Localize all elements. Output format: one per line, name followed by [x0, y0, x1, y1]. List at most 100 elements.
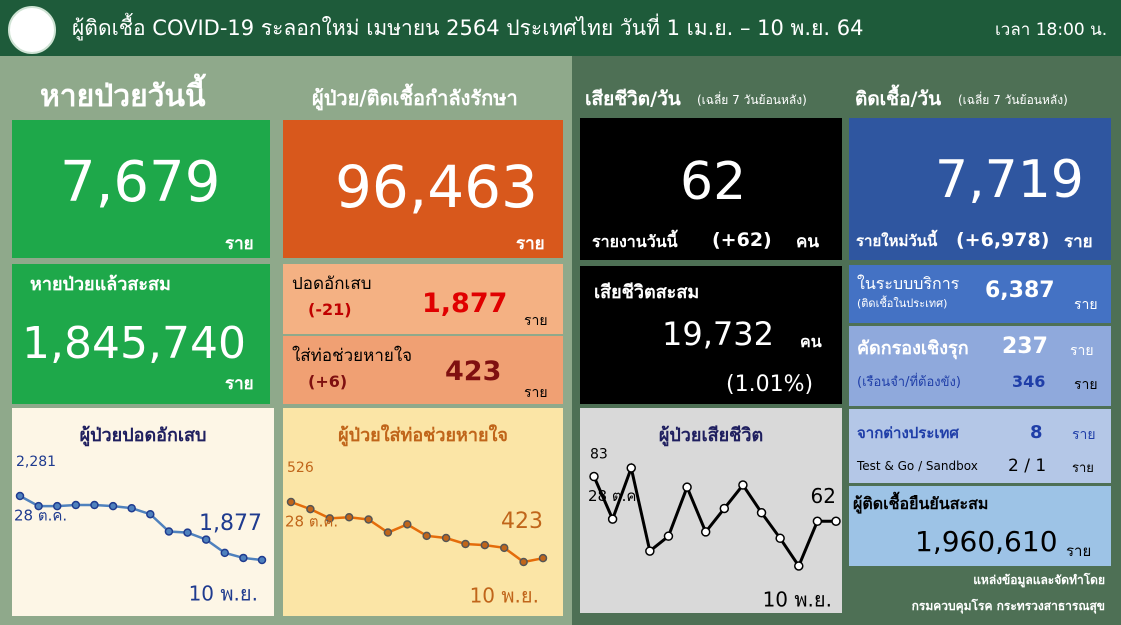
point [499, 543, 509, 553]
point [812, 516, 823, 527]
unit: ราย [1072, 461, 1094, 476]
point [756, 507, 767, 518]
point [538, 553, 548, 563]
point [589, 471, 599, 482]
panel-title: หายป่วยแล้วสะสม [30, 274, 171, 295]
point [201, 535, 211, 544]
point [364, 515, 373, 524]
value-label: 423 [501, 509, 543, 534]
value: 19,732 [662, 315, 774, 353]
panel [283, 120, 563, 258]
panel [12, 120, 270, 258]
unit: ราย [1072, 427, 1096, 443]
logo [8, 6, 56, 54]
point [164, 527, 174, 536]
value: 346 [1012, 372, 1046, 391]
point [700, 527, 711, 537]
big-value: 7,719 [935, 150, 1084, 210]
point [286, 497, 296, 507]
chart-title: ผู้ป่วยเสียชีวิต [659, 425, 763, 447]
point [71, 500, 81, 510]
value-label: 526 [287, 460, 314, 476]
label: ในระบบบริการ [857, 274, 960, 293]
point [325, 514, 335, 523]
point [239, 553, 248, 563]
panel [580, 266, 842, 404]
x-tick-label: 10 พ.ย. [189, 582, 258, 606]
point [626, 463, 636, 473]
point [519, 557, 528, 567]
panel [849, 265, 1111, 323]
panel [283, 336, 563, 404]
big-value: 62 [680, 152, 747, 212]
x-tick-label: 28 ต.ค. [14, 507, 67, 525]
point [775, 533, 785, 544]
point [645, 546, 655, 556]
change: (+6,978) [956, 229, 1050, 251]
unit: คน [796, 232, 819, 252]
point [738, 480, 748, 490]
chart-title: ผู้ป่วยปอดอักเสบ [80, 425, 207, 447]
label: ปอดอักเสบ [292, 274, 372, 294]
chart: ผู้ป่วยเสียชีวิต 83 62 28 ต.ค. 10 พ.ย. [580, 408, 842, 613]
value: 423 [445, 356, 502, 387]
panel [849, 486, 1111, 566]
point [306, 504, 315, 514]
value: 2 / 1 [1008, 456, 1047, 476]
big-value: 7,679 [60, 150, 221, 215]
point [794, 561, 804, 571]
panel-title: เสียชีวิตสะสม [594, 282, 700, 303]
source: กรมควบคุมโรค กระทรวงสาธารณสุข [911, 599, 1105, 613]
change: (-21) [308, 300, 352, 319]
label: ใส่ท่อช่วยหายใจ [292, 346, 413, 366]
unit: ราย [1074, 377, 1098, 393]
panel [12, 264, 270, 404]
value: 8 [1030, 422, 1043, 443]
unit: ราย [516, 234, 545, 254]
point [607, 514, 618, 524]
value: 237 [1002, 334, 1048, 359]
panel-title: เสียชีวิต/วัน [585, 88, 681, 110]
panel [849, 326, 1111, 406]
point [461, 539, 470, 549]
header-title: ผู้ติดเชื้อ COVID-19 ระลอกใหม่ เมษายน 25… [72, 16, 864, 40]
note: (เฉลี่ย 7 วันย้อนหลัง) [958, 93, 1068, 107]
x-tick-label: 28 ต.ค. [285, 513, 338, 531]
point [422, 531, 431, 541]
point [480, 540, 490, 550]
point [344, 513, 354, 522]
unit: ราย [1064, 232, 1093, 252]
point [34, 501, 43, 511]
line [592, 462, 836, 570]
value: 1,960,610 [915, 525, 1058, 558]
point [441, 533, 451, 543]
chart: ผู้ป่วยปอดอักเสบ 2,281 1,877 28 ต.ค. 10 พ.ย. [12, 408, 274, 616]
label: ผู้ติดเชื้อยืนยันสะสม [853, 494, 989, 513]
change: (+6) [308, 372, 348, 391]
source: แหล่งข้อมูลและจัดทำโดย [973, 573, 1105, 587]
value-label: 1,877 [199, 511, 262, 536]
x-tick-label: 10 พ.ย. [763, 588, 832, 612]
chart-title: ผู้ป่วยใส่ท่อช่วยหายใจ [338, 424, 508, 447]
point [15, 491, 25, 501]
panel [849, 118, 1111, 260]
label: Test & Go / Sandbox [857, 459, 978, 473]
unit: คน [800, 332, 822, 351]
rate: (1.01%) [726, 372, 814, 397]
note: (ติดเชื้อในประเทศ) [857, 297, 948, 310]
point [183, 528, 192, 537]
point [108, 501, 118, 511]
point [220, 548, 230, 558]
value-label: 83 [590, 447, 608, 463]
header-time: เวลา 18:00 น. [995, 20, 1108, 40]
unit: ราย [1070, 343, 1094, 359]
point [383, 528, 393, 537]
point [127, 503, 136, 513]
point [146, 509, 155, 519]
panel-title: หายป่วยวันนี้ [40, 79, 206, 114]
unit: ราย [1066, 542, 1092, 560]
panel [849, 409, 1111, 483]
label: คัดกรองเชิงรุก [857, 338, 969, 359]
panel [283, 264, 563, 334]
